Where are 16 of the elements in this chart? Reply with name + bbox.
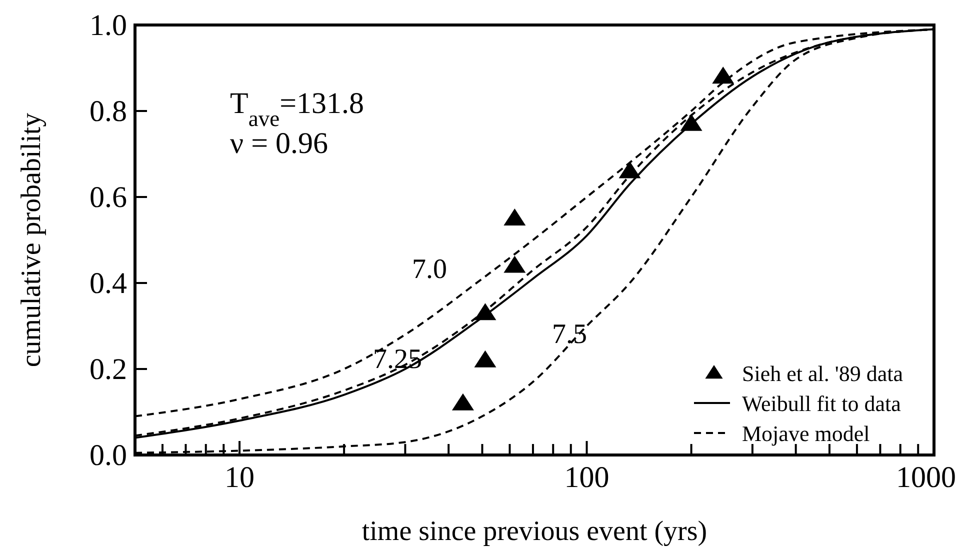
annotation: 7.5 (552, 319, 587, 350)
y-tick-label: 0.8 (90, 95, 127, 128)
x-axis-title: time since previous event (yrs) (362, 516, 708, 547)
y-tick-label: 1.0 (90, 9, 127, 42)
y-axis-title: cumulative probability (16, 112, 47, 368)
y-tick-label: 0.2 (90, 353, 127, 386)
legend-label: Weibull fit to data (742, 391, 902, 416)
x-tick-label: 100 (564, 461, 610, 494)
legend-label: Mojave model (742, 421, 870, 446)
x-tick-label: 1000 (896, 461, 956, 494)
y-tick-label: 0.6 (90, 181, 127, 214)
annotation: 7.0 (412, 254, 447, 285)
y-tick-label: 0.4 (90, 267, 127, 300)
y-tick-label: 0.0 (90, 439, 127, 472)
legend-label: Sieh et al. '89 data (742, 361, 904, 386)
x-tick-label: 10 (224, 461, 255, 494)
